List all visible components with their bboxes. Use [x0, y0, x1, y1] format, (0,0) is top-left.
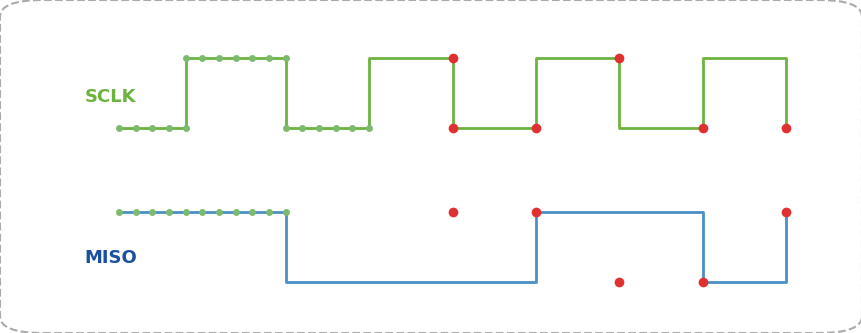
Text: MISO: MISO [84, 249, 137, 267]
Text: SCLK: SCLK [84, 89, 136, 107]
